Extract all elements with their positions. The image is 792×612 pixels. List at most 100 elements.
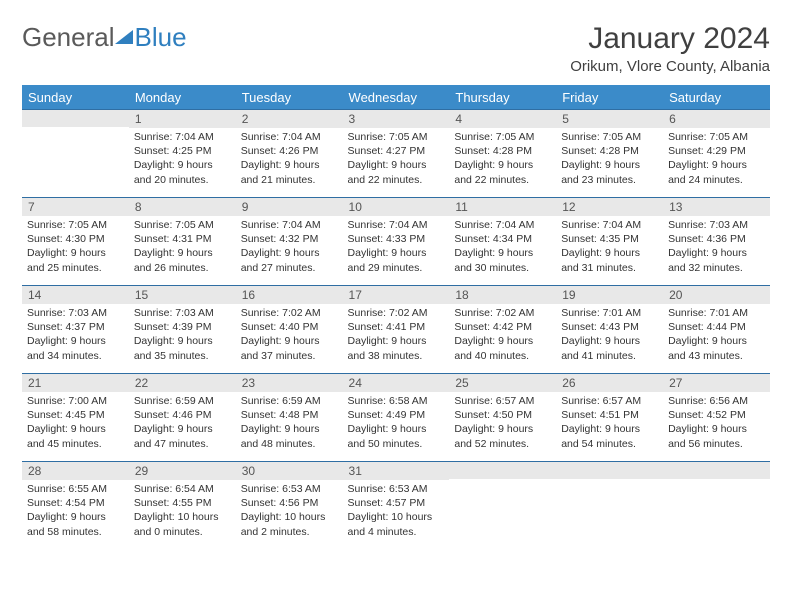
day-number: 7 <box>22 197 129 216</box>
daylight-text: Daylight: 9 hours and 35 minutes. <box>134 334 231 362</box>
calendar-table: Sunday Monday Tuesday Wednesday Thursday… <box>22 85 770 549</box>
day-cell <box>22 109 129 197</box>
day-details: Sunrise: 7:01 AMSunset: 4:43 PMDaylight:… <box>556 304 663 367</box>
sunrise-text: Sunrise: 6:53 AM <box>241 482 338 496</box>
day-number: 4 <box>449 109 556 128</box>
day-cell: 14Sunrise: 7:03 AMSunset: 4:37 PMDayligh… <box>22 285 129 373</box>
day-cell <box>449 461 556 549</box>
day-cell: 16Sunrise: 7:02 AMSunset: 4:40 PMDayligh… <box>236 285 343 373</box>
day-details: Sunrise: 7:02 AMSunset: 4:42 PMDaylight:… <box>449 304 556 367</box>
day-details: Sunrise: 7:03 AMSunset: 4:36 PMDaylight:… <box>663 216 770 279</box>
sunrise-text: Sunrise: 6:53 AM <box>348 482 445 496</box>
day-details: Sunrise: 7:01 AMSunset: 4:44 PMDaylight:… <box>663 304 770 367</box>
sunset-text: Sunset: 4:44 PM <box>668 320 765 334</box>
day-cell: 25Sunrise: 6:57 AMSunset: 4:50 PMDayligh… <box>449 373 556 461</box>
day-details: Sunrise: 7:03 AMSunset: 4:37 PMDaylight:… <box>22 304 129 367</box>
sunset-text: Sunset: 4:51 PM <box>561 408 658 422</box>
sunrise-text: Sunrise: 7:05 AM <box>454 130 551 144</box>
day-details: Sunrise: 7:04 AMSunset: 4:26 PMDaylight:… <box>236 128 343 191</box>
day-details: Sunrise: 7:05 AMSunset: 4:28 PMDaylight:… <box>556 128 663 191</box>
sunset-text: Sunset: 4:56 PM <box>241 496 338 510</box>
week-row: 1Sunrise: 7:04 AMSunset: 4:25 PMDaylight… <box>22 109 770 197</box>
day-number: 21 <box>22 373 129 392</box>
daylight-text: Daylight: 9 hours and 31 minutes. <box>561 246 658 274</box>
sunset-text: Sunset: 4:32 PM <box>241 232 338 246</box>
sunrise-text: Sunrise: 7:04 AM <box>561 218 658 232</box>
day-cell: 15Sunrise: 7:03 AMSunset: 4:39 PMDayligh… <box>129 285 236 373</box>
day-cell <box>663 461 770 549</box>
sunset-text: Sunset: 4:29 PM <box>668 144 765 158</box>
sunrise-text: Sunrise: 7:04 AM <box>241 130 338 144</box>
day-cell: 27Sunrise: 6:56 AMSunset: 4:52 PMDayligh… <box>663 373 770 461</box>
weekday-header: Tuesday <box>236 86 343 110</box>
day-number: 2 <box>236 109 343 128</box>
daylight-text: Daylight: 10 hours and 2 minutes. <box>241 510 338 538</box>
brand-text-general: General <box>22 22 115 53</box>
sunrise-text: Sunrise: 6:58 AM <box>348 394 445 408</box>
day-number: 23 <box>236 373 343 392</box>
day-details: Sunrise: 6:59 AMSunset: 4:48 PMDaylight:… <box>236 392 343 455</box>
day-cell: 6Sunrise: 7:05 AMSunset: 4:29 PMDaylight… <box>663 109 770 197</box>
sunrise-text: Sunrise: 6:59 AM <box>241 394 338 408</box>
sunrise-text: Sunrise: 6:56 AM <box>668 394 765 408</box>
sunrise-text: Sunrise: 7:03 AM <box>134 306 231 320</box>
sunset-text: Sunset: 4:52 PM <box>668 408 765 422</box>
day-number: 11 <box>449 197 556 216</box>
day-number <box>556 461 663 479</box>
daylight-text: Daylight: 9 hours and 48 minutes. <box>241 422 338 450</box>
day-cell: 12Sunrise: 7:04 AMSunset: 4:35 PMDayligh… <box>556 197 663 285</box>
sunrise-text: Sunrise: 7:05 AM <box>561 130 658 144</box>
day-number: 22 <box>129 373 236 392</box>
daylight-text: Daylight: 9 hours and 50 minutes. <box>348 422 445 450</box>
header: General Blue January 2024 Orikum, Vlore … <box>22 22 770 75</box>
day-cell <box>556 461 663 549</box>
daylight-text: Daylight: 9 hours and 43 minutes. <box>668 334 765 362</box>
daylight-text: Daylight: 9 hours and 34 minutes. <box>27 334 124 362</box>
day-cell: 31Sunrise: 6:53 AMSunset: 4:57 PMDayligh… <box>343 461 450 549</box>
day-cell: 7Sunrise: 7:05 AMSunset: 4:30 PMDaylight… <box>22 197 129 285</box>
sunset-text: Sunset: 4:41 PM <box>348 320 445 334</box>
sunrise-text: Sunrise: 7:02 AM <box>241 306 338 320</box>
day-number: 17 <box>343 285 450 304</box>
day-number: 26 <box>556 373 663 392</box>
day-number: 29 <box>129 461 236 480</box>
week-row: 28Sunrise: 6:55 AMSunset: 4:54 PMDayligh… <box>22 461 770 549</box>
sunset-text: Sunset: 4:27 PM <box>348 144 445 158</box>
day-cell: 29Sunrise: 6:54 AMSunset: 4:55 PMDayligh… <box>129 461 236 549</box>
daylight-text: Daylight: 9 hours and 23 minutes. <box>561 158 658 186</box>
daylight-text: Daylight: 9 hours and 21 minutes. <box>241 158 338 186</box>
daylight-text: Daylight: 9 hours and 29 minutes. <box>348 246 445 274</box>
sunset-text: Sunset: 4:43 PM <box>561 320 658 334</box>
title-block: January 2024 Orikum, Vlore County, Alban… <box>570 22 770 75</box>
weekday-header: Monday <box>129 86 236 110</box>
day-number: 31 <box>343 461 450 480</box>
day-details: Sunrise: 7:03 AMSunset: 4:39 PMDaylight:… <box>129 304 236 367</box>
weekday-header: Wednesday <box>343 86 450 110</box>
day-cell: 1Sunrise: 7:04 AMSunset: 4:25 PMDaylight… <box>129 109 236 197</box>
day-details: Sunrise: 7:02 AMSunset: 4:41 PMDaylight:… <box>343 304 450 367</box>
sunrise-text: Sunrise: 7:02 AM <box>348 306 445 320</box>
week-row: 21Sunrise: 7:00 AMSunset: 4:45 PMDayligh… <box>22 373 770 461</box>
day-cell: 10Sunrise: 7:04 AMSunset: 4:33 PMDayligh… <box>343 197 450 285</box>
sunrise-text: Sunrise: 6:57 AM <box>454 394 551 408</box>
day-cell: 3Sunrise: 7:05 AMSunset: 4:27 PMDaylight… <box>343 109 450 197</box>
daylight-text: Daylight: 9 hours and 26 minutes. <box>134 246 231 274</box>
week-row: 7Sunrise: 7:05 AMSunset: 4:30 PMDaylight… <box>22 197 770 285</box>
sunset-text: Sunset: 4:54 PM <box>27 496 124 510</box>
day-cell: 11Sunrise: 7:04 AMSunset: 4:34 PMDayligh… <box>449 197 556 285</box>
sunrise-text: Sunrise: 6:54 AM <box>134 482 231 496</box>
sunset-text: Sunset: 4:49 PM <box>348 408 445 422</box>
day-cell: 22Sunrise: 6:59 AMSunset: 4:46 PMDayligh… <box>129 373 236 461</box>
weekday-header-row: Sunday Monday Tuesday Wednesday Thursday… <box>22 86 770 110</box>
sunrise-text: Sunrise: 7:04 AM <box>134 130 231 144</box>
day-number: 8 <box>129 197 236 216</box>
day-details: Sunrise: 6:53 AMSunset: 4:56 PMDaylight:… <box>236 480 343 543</box>
sunrise-text: Sunrise: 7:03 AM <box>668 218 765 232</box>
location-text: Orikum, Vlore County, Albania <box>570 58 770 75</box>
day-details: Sunrise: 6:54 AMSunset: 4:55 PMDaylight:… <box>129 480 236 543</box>
day-cell: 2Sunrise: 7:04 AMSunset: 4:26 PMDaylight… <box>236 109 343 197</box>
day-number: 30 <box>236 461 343 480</box>
day-details: Sunrise: 7:04 AMSunset: 4:35 PMDaylight:… <box>556 216 663 279</box>
sunrise-text: Sunrise: 7:01 AM <box>561 306 658 320</box>
daylight-text: Daylight: 9 hours and 37 minutes. <box>241 334 338 362</box>
